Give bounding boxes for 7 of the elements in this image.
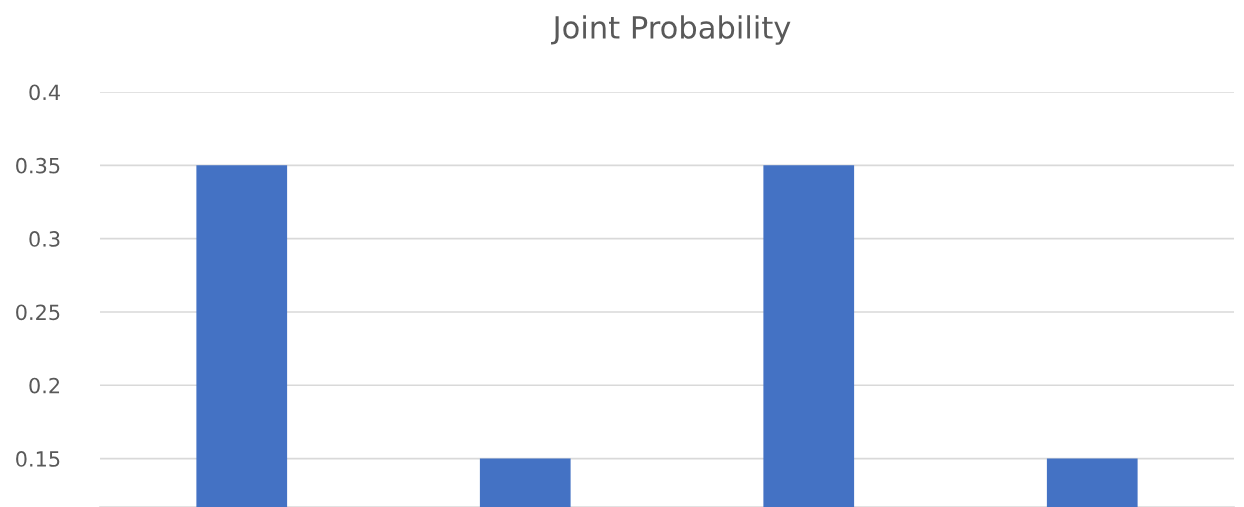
y-tick-label: 0.35 — [16, 157, 60, 174]
y-tick-label: 0.4 — [29, 84, 60, 101]
chart-title: Joint Probability — [551, 15, 791, 45]
y-tick-label: 0.3 — [29, 231, 60, 247]
y-tick-label: 0.2 — [29, 377, 60, 394]
y-tick-label: 0.15 — [16, 451, 60, 467]
y-tick-label: 0.25 — [16, 304, 60, 321]
